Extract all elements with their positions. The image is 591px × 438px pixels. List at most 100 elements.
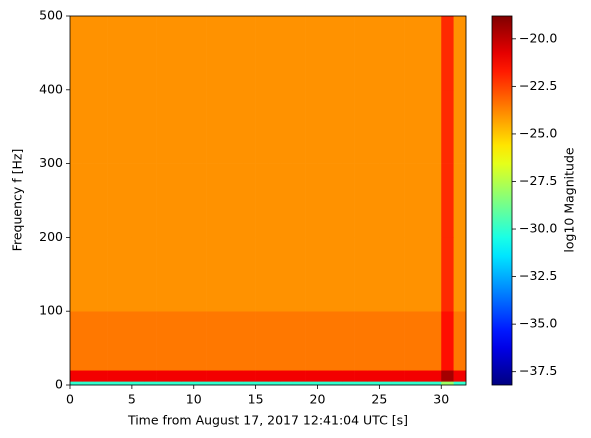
- cell: [255, 89, 269, 164]
- cell: [268, 381, 281, 386]
- cell: [82, 163, 96, 238]
- cell: [131, 311, 145, 371]
- cell: [144, 311, 157, 371]
- y-tick-label: 0: [55, 377, 63, 392]
- cell: [305, 311, 318, 371]
- cell: [230, 311, 244, 371]
- cell: [255, 311, 269, 371]
- colorbar-tick-label: −20.0: [519, 30, 557, 45]
- cell: [70, 16, 83, 91]
- cell: [181, 237, 195, 312]
- cell: [243, 16, 256, 91]
- cell: [218, 163, 232, 238]
- cell: [156, 311, 170, 371]
- cell: [391, 381, 405, 386]
- cell: [218, 370, 232, 382]
- x-tick-label: 30: [433, 392, 449, 407]
- cell: [169, 89, 182, 164]
- cell: [416, 163, 430, 238]
- cell: [181, 381, 195, 386]
- cell: [119, 370, 133, 382]
- cell: [329, 370, 343, 382]
- cell: [305, 370, 318, 382]
- cell: [329, 381, 343, 386]
- cell: [144, 370, 157, 382]
- cell: [342, 89, 355, 164]
- cell: [354, 237, 368, 312]
- cell: [218, 311, 232, 371]
- cell: [280, 237, 294, 312]
- cell: [82, 237, 96, 312]
- cell: [379, 16, 393, 91]
- cell: [305, 16, 318, 91]
- cell: [354, 89, 368, 164]
- cell: [107, 237, 120, 312]
- cell: [206, 381, 219, 386]
- cell: [305, 89, 318, 164]
- x-tick-label: 25: [371, 392, 387, 407]
- cell: [230, 237, 244, 312]
- cell: [441, 237, 454, 312]
- cell: [230, 16, 244, 91]
- cell: [230, 381, 244, 386]
- colorbar-tick-label: −32.5: [519, 268, 557, 283]
- cell: [317, 89, 331, 164]
- cell: [292, 237, 306, 312]
- cell: [169, 237, 182, 312]
- cell: [453, 381, 467, 386]
- cell: [428, 370, 442, 382]
- cell: [268, 237, 281, 312]
- cell: [181, 370, 195, 382]
- cell: [367, 311, 380, 371]
- cell: [206, 237, 219, 312]
- cell: [416, 381, 430, 386]
- cell: [329, 163, 343, 238]
- cell: [404, 237, 417, 312]
- cell: [107, 89, 120, 164]
- cell: [379, 381, 393, 386]
- x-tick-label: 15: [248, 392, 264, 407]
- cell: [404, 89, 417, 164]
- cell: [305, 237, 318, 312]
- cell: [70, 311, 83, 371]
- cell: [342, 163, 355, 238]
- cell: [292, 89, 306, 164]
- cell: [329, 311, 343, 371]
- cell: [416, 370, 430, 382]
- cell: [342, 16, 355, 91]
- cell: [243, 370, 256, 382]
- cell: [169, 311, 182, 371]
- cell: [206, 16, 219, 91]
- cell: [416, 311, 430, 371]
- cell: [144, 163, 157, 238]
- cell: [156, 16, 170, 91]
- colorbar-tick-label: −27.5: [519, 173, 557, 188]
- cell: [280, 311, 294, 371]
- cell: [255, 163, 269, 238]
- heatmap: [70, 16, 467, 386]
- cell: [305, 163, 318, 238]
- colorbar-tick-label: −22.5: [519, 78, 557, 93]
- plot-frame: [69, 15, 467, 386]
- cell: [441, 370, 454, 382]
- cell: [107, 370, 120, 382]
- cell: [107, 381, 120, 386]
- cell: [131, 89, 145, 164]
- cell: [243, 311, 256, 371]
- cell: [404, 16, 417, 91]
- cell: [416, 16, 430, 91]
- cell: [342, 311, 355, 371]
- cell: [94, 163, 108, 238]
- cell: [329, 237, 343, 312]
- cell: [329, 89, 343, 164]
- cell: [144, 237, 157, 312]
- cell: [441, 163, 454, 238]
- cell: [391, 16, 405, 91]
- cell: [379, 237, 393, 312]
- cell: [193, 381, 207, 386]
- x-tick-label: 10: [186, 392, 202, 407]
- cell: [70, 381, 83, 386]
- cell: [453, 370, 467, 382]
- cell: [354, 163, 368, 238]
- cell: [193, 370, 207, 382]
